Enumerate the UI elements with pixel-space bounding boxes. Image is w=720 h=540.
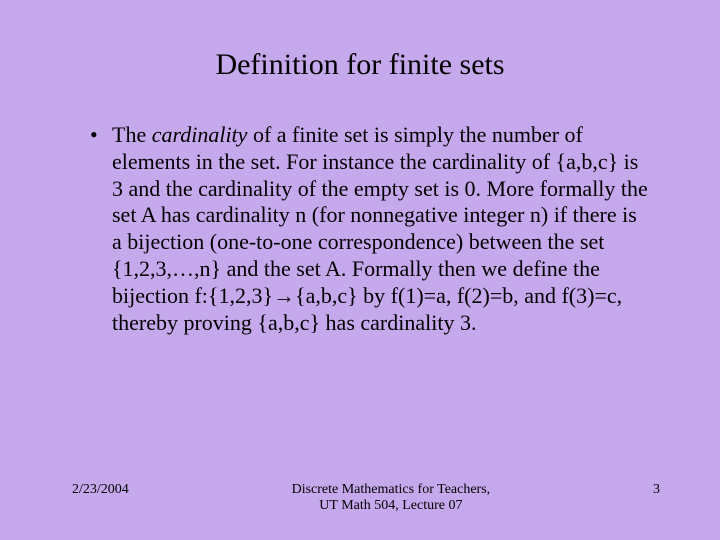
- slide-title: Definition for finite sets: [72, 48, 648, 82]
- footer-date: 2/23/2004: [72, 482, 129, 498]
- body-list: The cardinality of a finite set is simpl…: [72, 122, 648, 337]
- footer-center-line2: UT Math 504, Lecture 07: [129, 498, 653, 514]
- footer: 2/23/2004 Discrete Mathematics for Teach…: [72, 482, 660, 514]
- bullet-italic: cardinality: [152, 122, 248, 147]
- bullet-remainder: of a finite set is simply the number of …: [112, 122, 648, 335]
- footer-center: Discrete Mathematics for Teachers, UT Ma…: [129, 482, 653, 514]
- footer-page-number: 3: [653, 482, 660, 498]
- bullet-item: The cardinality of a finite set is simpl…: [90, 122, 648, 337]
- bullet-prefix: The: [112, 122, 152, 147]
- slide: Definition for finite sets The cardinali…: [0, 0, 720, 540]
- footer-center-line1: Discrete Mathematics for Teachers,: [129, 482, 653, 498]
- bullet-text: The cardinality of a finite set is simpl…: [112, 122, 648, 335]
